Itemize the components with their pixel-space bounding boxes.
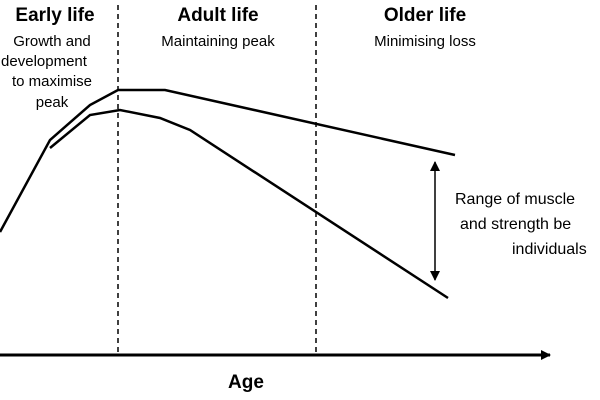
phase-subtitle: to maximise	[12, 73, 92, 90]
phase-subtitle: peak	[36, 94, 69, 111]
phase-subtitle: Growth and	[13, 33, 91, 50]
phase-subtitle: Maintaining peak	[161, 33, 275, 50]
range-label: individuals	[512, 241, 587, 258]
phase-subtitle: development	[1, 53, 88, 70]
phase-subtitle: Minimising loss	[374, 33, 476, 50]
lower-curve	[49, 108, 449, 300]
x-axis-label: Age	[228, 372, 264, 393]
phase-title: Adult life	[177, 5, 258, 26]
phase-title: Older life	[384, 5, 466, 26]
range-label: Range of muscle	[455, 191, 575, 208]
range-label: and strength be	[460, 216, 571, 233]
phase-title: Early life	[15, 5, 94, 26]
upper-curve	[0, 88, 456, 233]
